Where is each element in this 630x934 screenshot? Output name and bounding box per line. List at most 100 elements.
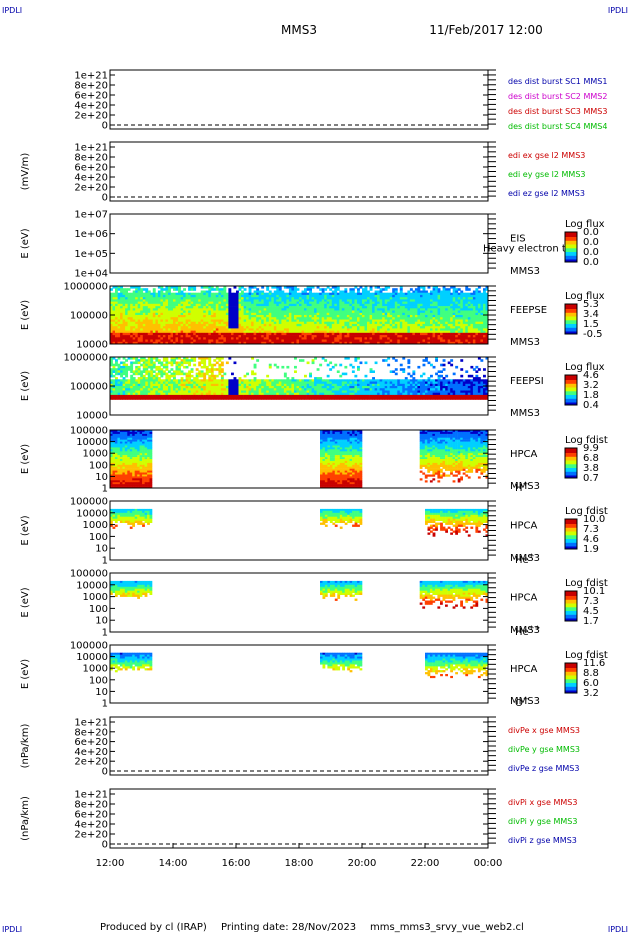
spectrogram-cell <box>268 394 272 398</box>
spectrogram-cell <box>198 310 202 314</box>
spectrogram-cell <box>155 292 159 296</box>
spectrogram-cell <box>205 286 209 289</box>
spectrogram-cell <box>200 379 204 382</box>
spectrogram-cell <box>319 326 323 329</box>
spectrogram-cell <box>215 379 219 382</box>
spectrogram-cell <box>319 292 323 296</box>
spectrogram-cell <box>336 328 340 331</box>
spectrogram-cell <box>150 308 154 311</box>
spectrogram-cell <box>115 315 118 318</box>
spectrogram-cell <box>374 341 378 345</box>
spectrogram-cell <box>278 303 282 307</box>
spectrogram-cell <box>205 308 209 311</box>
spectrogram-cell <box>445 341 449 345</box>
spectrogram-cell <box>170 292 174 296</box>
spectrogram-cell <box>263 319 267 323</box>
spectrogram-cell <box>195 319 199 323</box>
spectrogram-cell <box>251 306 254 309</box>
legend-entry: edi ex gse l2 MMS3 <box>508 151 585 160</box>
spectrogram-cell <box>304 392 307 396</box>
spectrogram-cell <box>251 299 254 302</box>
spectrogram-cell <box>178 303 181 307</box>
spectrogram-cell <box>147 332 151 336</box>
spectrogram-cell <box>437 323 441 327</box>
spectrogram-cell <box>120 288 123 291</box>
spectrogram-cell <box>283 321 287 325</box>
spectrogram-cell <box>213 315 217 318</box>
spectrogram-cell <box>110 386 113 389</box>
spectrogram-cell <box>273 301 277 305</box>
colorbar-swatch <box>565 326 577 329</box>
spectrogram-cell <box>354 326 358 329</box>
spectrogram-cell <box>437 328 441 331</box>
spectrogram-cell <box>477 306 481 309</box>
spectrogram-cell <box>475 317 479 320</box>
spectrogram-cell <box>168 361 171 365</box>
spectrogram-cell <box>210 335 214 338</box>
spectrogram-cell <box>157 390 161 394</box>
spectrogram-cell <box>261 383 265 387</box>
spectrogram-cell <box>339 303 343 307</box>
spectrogram-cell <box>397 292 401 296</box>
spectrogram-cell <box>329 323 333 327</box>
spectrogram-cell <box>238 321 242 325</box>
spectrogram-cell <box>414 290 418 294</box>
spectrogram-cell <box>452 299 456 302</box>
spectrogram-cell <box>432 290 436 294</box>
spectrogram-cell <box>399 306 403 309</box>
spectrogram-cell <box>180 303 184 307</box>
spectrogram-cell <box>306 310 310 314</box>
spectrogram-cell <box>417 297 421 300</box>
spectrogram-cell <box>147 321 151 325</box>
spectrogram-cell <box>455 332 459 336</box>
spectrogram-cell <box>278 297 282 300</box>
spectrogram-cell <box>301 306 305 309</box>
spectrogram-cell <box>160 363 164 367</box>
spectrogram-cell <box>208 388 212 391</box>
spectrogram-cell <box>203 326 207 329</box>
spectrogram-cell <box>435 319 438 323</box>
spectrogram-cell <box>165 341 169 345</box>
spectrogram-cell <box>223 372 227 376</box>
spectrogram-cell <box>178 363 181 367</box>
spectrogram-cell <box>246 319 249 323</box>
spectrogram-cell <box>120 379 123 382</box>
spectrogram-cell <box>369 326 373 329</box>
spectrogram-cell <box>205 390 209 394</box>
spectrogram-cell <box>314 383 317 387</box>
spectrogram-cell <box>276 297 280 300</box>
spectrogram-cell <box>218 330 222 334</box>
spectrogram-cell <box>357 294 360 298</box>
spectrogram-cell <box>450 341 454 345</box>
spectrogram-cell <box>301 326 305 329</box>
spectrogram-cell <box>462 310 466 314</box>
spectrogram-cell <box>314 292 317 296</box>
spectrogram-cell <box>299 392 302 396</box>
spectrogram-cell <box>112 383 116 387</box>
spectrogram-cell <box>261 308 265 311</box>
spectrogram-cell <box>165 386 169 389</box>
spectrogram-cell <box>306 388 310 391</box>
spectrogram-cell <box>155 301 159 305</box>
spectrogram-cell <box>430 341 433 345</box>
spectrogram-cell <box>377 303 380 307</box>
spectrogram-cell <box>377 286 380 289</box>
spectrogram-cell <box>137 341 141 345</box>
spectrogram-cell <box>188 381 191 385</box>
spectrogram-cell <box>140 301 144 305</box>
spectrogram-cell <box>299 359 302 362</box>
spectrogram-cell <box>377 315 380 318</box>
spectrogram-cell <box>359 286 363 289</box>
spectrogram-cell <box>273 383 277 387</box>
spectrogram-cell <box>442 286 446 289</box>
spectrogram-cell <box>389 339 393 343</box>
colorbar-swatch <box>565 324 577 326</box>
spectrogram-cell <box>261 317 265 320</box>
spectrogram-cell <box>276 326 280 329</box>
spectrogram-cell <box>236 383 239 387</box>
spectrogram-cell <box>198 370 202 373</box>
spectrogram-cell <box>409 330 413 334</box>
spectrogram-cell <box>445 326 449 329</box>
spectrogram-cell <box>392 290 396 294</box>
spectrogram-cell <box>246 390 249 394</box>
